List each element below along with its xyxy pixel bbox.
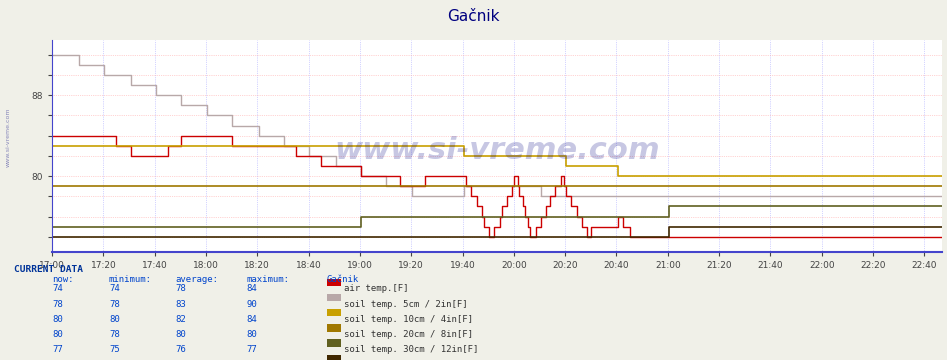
Text: 80: 80 (52, 330, 63, 339)
Text: 80: 80 (109, 315, 119, 324)
Text: 74: 74 (109, 284, 119, 293)
Text: now:: now: (52, 275, 74, 284)
Text: minimum:: minimum: (109, 275, 152, 284)
Text: 80: 80 (52, 315, 63, 324)
Text: 78: 78 (52, 300, 63, 309)
Text: 84: 84 (246, 315, 257, 324)
Text: 78: 78 (109, 330, 119, 339)
Text: 84: 84 (246, 284, 257, 293)
Text: air temp.[F]: air temp.[F] (344, 284, 408, 293)
Text: Gačnik: Gačnik (327, 275, 359, 284)
Text: 74: 74 (52, 284, 63, 293)
Text: soil temp. 20cm / 8in[F]: soil temp. 20cm / 8in[F] (344, 330, 473, 339)
Text: 83: 83 (175, 300, 186, 309)
Text: Gačnik: Gačnik (447, 9, 500, 24)
Text: 78: 78 (175, 284, 186, 293)
Text: 82: 82 (175, 315, 186, 324)
Text: soil temp. 30cm / 12in[F]: soil temp. 30cm / 12in[F] (344, 345, 478, 354)
Text: 78: 78 (109, 300, 119, 309)
Text: average:: average: (175, 275, 218, 284)
Text: www.si-vreme.com: www.si-vreme.com (334, 136, 660, 165)
Text: 80: 80 (246, 330, 257, 339)
Text: www.si-vreme.com: www.si-vreme.com (6, 107, 10, 167)
Text: 75: 75 (109, 345, 119, 354)
Text: 77: 77 (52, 345, 63, 354)
Text: soil temp. 10cm / 4in[F]: soil temp. 10cm / 4in[F] (344, 315, 473, 324)
Text: 77: 77 (246, 345, 257, 354)
Text: 90: 90 (246, 300, 257, 309)
Text: maximum:: maximum: (246, 275, 289, 284)
Text: 76: 76 (175, 345, 186, 354)
Text: 80: 80 (175, 330, 186, 339)
Text: CURRENT DATA: CURRENT DATA (14, 265, 83, 274)
Text: soil temp. 5cm / 2in[F]: soil temp. 5cm / 2in[F] (344, 300, 468, 309)
